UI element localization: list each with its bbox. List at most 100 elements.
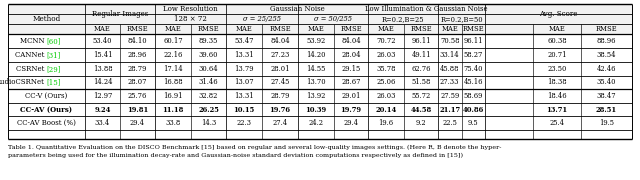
Text: 62.76: 62.76 bbox=[412, 65, 431, 73]
Text: Low Illumination & Gaussian Noise: Low Illumination & Gaussian Noise bbox=[365, 5, 488, 13]
Text: 16.91: 16.91 bbox=[163, 92, 183, 100]
Text: 28.51: 28.51 bbox=[596, 105, 617, 114]
Text: RMSE: RMSE bbox=[198, 25, 220, 33]
Text: 26.03: 26.03 bbox=[376, 92, 396, 100]
Text: CANNet: CANNet bbox=[15, 51, 47, 59]
Text: 27.23: 27.23 bbox=[270, 51, 290, 59]
Text: 70.58: 70.58 bbox=[440, 37, 460, 45]
Text: 14.55: 14.55 bbox=[307, 65, 326, 73]
Text: 27.33: 27.33 bbox=[440, 78, 460, 87]
Text: 13.31: 13.31 bbox=[234, 92, 254, 100]
Text: 84.04: 84.04 bbox=[341, 37, 361, 45]
Text: 19.81: 19.81 bbox=[127, 105, 148, 114]
Text: 33.4: 33.4 bbox=[95, 119, 110, 127]
Text: 15.41: 15.41 bbox=[93, 51, 112, 59]
Text: 17.14: 17.14 bbox=[163, 65, 183, 73]
Text: 22.5: 22.5 bbox=[442, 119, 457, 127]
Text: 13.92: 13.92 bbox=[307, 92, 326, 100]
Text: 14.24: 14.24 bbox=[93, 78, 112, 87]
Bar bbox=[8, 4, 632, 139]
Text: CC-AV (Ours): CC-AV (Ours) bbox=[20, 105, 72, 114]
Text: 53.47: 53.47 bbox=[234, 37, 253, 45]
Text: 84.04: 84.04 bbox=[270, 37, 290, 45]
Text: MAE: MAE bbox=[308, 25, 324, 33]
Text: 53.92: 53.92 bbox=[307, 37, 326, 45]
Text: 10.39: 10.39 bbox=[305, 105, 326, 114]
Text: 28.96: 28.96 bbox=[128, 51, 147, 59]
Text: CC-V (Ours): CC-V (Ours) bbox=[26, 92, 68, 100]
Text: parameters being used for the illumination decay-rate and Gaussian-noise standar: parameters being used for the illuminati… bbox=[8, 153, 463, 158]
Text: [31]: [31] bbox=[47, 51, 61, 59]
Text: [15]: [15] bbox=[47, 78, 61, 87]
Text: 12.97: 12.97 bbox=[93, 92, 112, 100]
Text: 60.17: 60.17 bbox=[163, 37, 183, 45]
Text: 9.2: 9.2 bbox=[416, 119, 426, 127]
Text: 96.11: 96.11 bbox=[463, 37, 483, 45]
Text: 13.88: 13.88 bbox=[93, 65, 112, 73]
Text: MAE: MAE bbox=[442, 25, 458, 33]
Text: RMSE: RMSE bbox=[269, 25, 291, 33]
Text: R=0.2,B=25: R=0.2,B=25 bbox=[381, 15, 424, 23]
Text: σ = 25/255: σ = 25/255 bbox=[243, 15, 281, 23]
Text: 75.40: 75.40 bbox=[463, 65, 483, 73]
Text: 29.4: 29.4 bbox=[130, 119, 145, 127]
Text: 128 × 72: 128 × 72 bbox=[174, 15, 207, 23]
Text: 9.24: 9.24 bbox=[94, 105, 111, 114]
Text: 60.38: 60.38 bbox=[547, 37, 567, 45]
Text: MAE: MAE bbox=[378, 25, 394, 33]
Text: 22.3: 22.3 bbox=[237, 119, 252, 127]
Text: 13.31: 13.31 bbox=[234, 51, 254, 59]
Text: 28.04: 28.04 bbox=[341, 51, 361, 59]
Text: 30.64: 30.64 bbox=[198, 65, 218, 73]
Text: Regular Images: Regular Images bbox=[92, 10, 148, 18]
Text: 21.17: 21.17 bbox=[439, 105, 460, 114]
Text: 27.59: 27.59 bbox=[440, 92, 460, 100]
Text: 28.79: 28.79 bbox=[270, 92, 290, 100]
Text: RMSE: RMSE bbox=[127, 25, 148, 33]
Text: 27.4: 27.4 bbox=[273, 119, 287, 127]
Text: 13.70: 13.70 bbox=[306, 78, 326, 87]
Text: 70.72: 70.72 bbox=[376, 37, 396, 45]
Text: RMSE: RMSE bbox=[463, 25, 484, 33]
Text: 31.46: 31.46 bbox=[198, 78, 218, 87]
Text: 29.4: 29.4 bbox=[344, 119, 358, 127]
Text: AudioCSRNet: AudioCSRNet bbox=[0, 78, 47, 87]
Text: 20.71: 20.71 bbox=[547, 51, 567, 59]
Text: 45.88: 45.88 bbox=[440, 65, 460, 73]
Text: Method: Method bbox=[33, 15, 61, 23]
Text: 32.82: 32.82 bbox=[199, 92, 218, 100]
Text: 14.20: 14.20 bbox=[307, 51, 326, 59]
Text: 40.86: 40.86 bbox=[463, 105, 484, 114]
Text: MAE: MAE bbox=[164, 25, 181, 33]
Text: 29.01: 29.01 bbox=[341, 92, 361, 100]
Text: 45.16: 45.16 bbox=[463, 78, 483, 87]
Text: 18.38: 18.38 bbox=[547, 78, 567, 87]
Text: Avg. Score: Avg. Score bbox=[540, 10, 578, 18]
Bar bbox=[8, 4, 632, 34]
Text: 29.15: 29.15 bbox=[341, 65, 360, 73]
Text: 13.79: 13.79 bbox=[234, 65, 253, 73]
Text: 25.4: 25.4 bbox=[550, 119, 564, 127]
Text: RMSE: RMSE bbox=[410, 25, 432, 33]
Text: 16.88: 16.88 bbox=[163, 78, 183, 87]
Text: Gaussian Noise: Gaussian Noise bbox=[269, 5, 324, 13]
Text: 55.72: 55.72 bbox=[412, 92, 431, 100]
Text: 33.14: 33.14 bbox=[440, 51, 460, 59]
Text: 28.79: 28.79 bbox=[128, 65, 147, 73]
Text: 26.03: 26.03 bbox=[376, 51, 396, 59]
Text: 19.5: 19.5 bbox=[599, 119, 614, 127]
Text: 20.14: 20.14 bbox=[376, 105, 397, 114]
Text: 27.45: 27.45 bbox=[270, 78, 290, 87]
Text: 25.76: 25.76 bbox=[128, 92, 147, 100]
Text: CSRNet: CSRNet bbox=[16, 65, 47, 73]
Text: Low Resolution: Low Resolution bbox=[163, 5, 218, 13]
Text: 25.06: 25.06 bbox=[376, 78, 396, 87]
Text: 96.11: 96.11 bbox=[412, 37, 431, 45]
Text: 28.07: 28.07 bbox=[128, 78, 147, 87]
Text: 38.47: 38.47 bbox=[596, 92, 616, 100]
Text: 23.50: 23.50 bbox=[547, 65, 566, 73]
Text: 24.2: 24.2 bbox=[308, 119, 323, 127]
Text: 13.07: 13.07 bbox=[234, 78, 254, 87]
Text: 28.01: 28.01 bbox=[270, 65, 290, 73]
Text: 39.60: 39.60 bbox=[199, 51, 218, 59]
